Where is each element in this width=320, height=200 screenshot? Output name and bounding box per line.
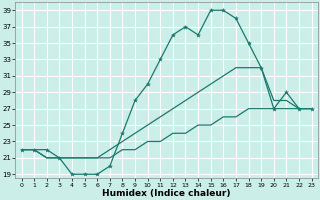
X-axis label: Humidex (Indice chaleur): Humidex (Indice chaleur) — [102, 189, 231, 198]
